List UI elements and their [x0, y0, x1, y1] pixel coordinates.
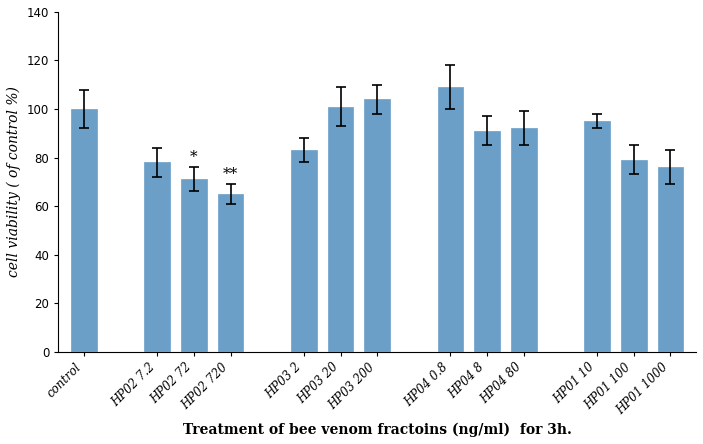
Bar — [511, 128, 536, 352]
Bar — [71, 109, 97, 352]
Text: **: ** — [223, 166, 238, 181]
Bar — [364, 99, 390, 352]
X-axis label: Treatment of bee venom fractoins (ng/ml)  for 3h.: Treatment of bee venom fractoins (ng/ml)… — [183, 423, 572, 437]
Bar — [584, 121, 610, 352]
Bar — [657, 167, 683, 352]
Bar — [438, 87, 463, 352]
Bar — [621, 160, 647, 352]
Text: *: * — [190, 150, 198, 163]
Bar — [475, 131, 500, 352]
Y-axis label: cell viability ( of control %): cell viability ( of control %) — [7, 86, 21, 277]
Bar — [218, 194, 243, 352]
Bar — [144, 163, 170, 352]
Bar — [181, 179, 207, 352]
Bar — [328, 107, 354, 352]
Bar — [291, 150, 316, 352]
